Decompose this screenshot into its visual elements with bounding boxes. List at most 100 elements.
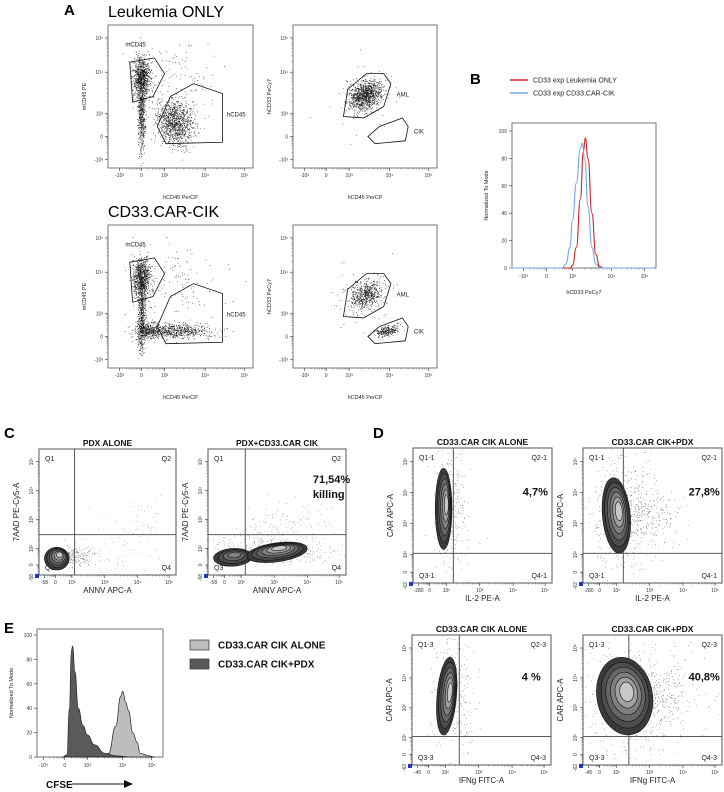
event-dot	[141, 267, 142, 269]
event-dot	[147, 270, 148, 272]
event-dot	[369, 85, 371, 87]
event-dot	[366, 89, 367, 90]
event-dot	[147, 81, 148, 82]
event-dot	[146, 84, 148, 85]
event-dot	[144, 291, 145, 293]
event-dot	[173, 138, 175, 139]
event-dot	[137, 277, 138, 278]
event-dot	[143, 268, 144, 269]
event-dot	[197, 126, 198, 127]
event-dot	[132, 90, 133, 91]
event-dot	[363, 95, 365, 96]
event-dot	[180, 125, 181, 126]
event-dot	[146, 261, 148, 262]
event-dot	[172, 110, 174, 112]
event-dot	[372, 79, 374, 81]
event-dot	[183, 118, 185, 119]
event-dot	[360, 95, 361, 96]
event-dot	[142, 124, 144, 126]
event-dot	[375, 92, 376, 94]
event-dot	[380, 96, 381, 97]
event-dot	[185, 127, 186, 129]
event-dot	[139, 75, 140, 77]
event-dot	[197, 127, 199, 129]
event-dot	[366, 98, 368, 100]
event-dot	[365, 95, 367, 97]
event-dot	[140, 121, 142, 122]
event-dot	[133, 62, 134, 64]
event-dot	[360, 100, 362, 102]
event-dot	[364, 102, 366, 104]
event-dot	[183, 114, 184, 116]
event-dot	[142, 133, 144, 135]
event-dot	[176, 109, 178, 110]
event-dot	[175, 118, 177, 120]
event-dot	[137, 124, 139, 126]
event-dot	[156, 100, 158, 102]
event-dot	[139, 116, 141, 118]
event-dot	[163, 131, 164, 132]
event-dot	[177, 114, 179, 115]
event-dot	[181, 123, 183, 125]
event-dot	[181, 138, 182, 139]
event-dot	[139, 57, 140, 59]
event-dot	[143, 262, 144, 263]
event-dot	[169, 147, 170, 148]
event-dot	[136, 288, 138, 290]
event-dot	[162, 85, 163, 86]
event-dot	[380, 89, 382, 90]
event-dot	[146, 310, 148, 312]
event-dot	[158, 108, 159, 110]
event-dot	[142, 105, 144, 107]
event-dot	[142, 263, 143, 265]
event-dot	[182, 125, 183, 126]
event-dot	[188, 123, 190, 125]
event-dot	[174, 111, 176, 113]
event-dot	[145, 268, 146, 269]
event-dot	[193, 135, 194, 137]
event-dot	[150, 61, 152, 63]
event-dot	[142, 117, 143, 118]
event-dot	[352, 94, 354, 96]
event-dot	[139, 101, 141, 103]
event-dot	[183, 145, 185, 146]
event-dot	[145, 72, 146, 73]
event-dot	[141, 277, 143, 278]
event-dot	[139, 66, 141, 67]
event-dot	[135, 276, 136, 278]
event-dot	[170, 130, 171, 132]
event-dot	[174, 57, 176, 59]
event-dot	[142, 101, 143, 102]
event-dot	[174, 108, 176, 110]
event-dot	[138, 70, 140, 72]
event-dot	[135, 298, 136, 299]
event-dot	[373, 103, 375, 105]
event-dot	[135, 51, 137, 53]
event-dot	[147, 64, 148, 65]
event-dot	[365, 101, 366, 103]
event-dot	[355, 94, 357, 95]
event-dot	[165, 134, 167, 135]
event-dot	[355, 94, 357, 96]
event-dot	[142, 288, 143, 289]
event-dot	[137, 97, 139, 99]
event-dot	[139, 272, 140, 274]
event-dot	[149, 290, 151, 292]
event-dot	[139, 253, 141, 255]
event-dot	[139, 281, 140, 282]
event-dot	[181, 112, 182, 114]
event-dot	[138, 80, 140, 82]
event-dot	[385, 80, 386, 82]
event-dot	[136, 294, 137, 296]
event-dot	[350, 84, 352, 86]
event-dot	[368, 84, 370, 86]
event-dot	[179, 133, 180, 135]
event-dot	[374, 90, 376, 92]
event-dot	[359, 97, 360, 99]
event-dot	[381, 88, 383, 90]
event-dot	[358, 90, 360, 92]
event-dot	[191, 117, 192, 118]
event-dot	[140, 268, 141, 269]
event-dot	[169, 128, 171, 129]
event-dot	[140, 79, 141, 81]
